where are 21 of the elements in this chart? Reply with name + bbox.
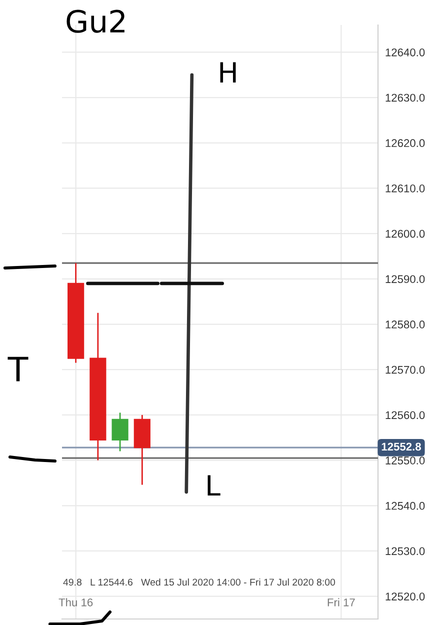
y-tick-label: 12540.0 — [386, 502, 425, 510]
y-tick-label: 12630.0 — [386, 94, 425, 102]
chart-title: Gu2 — [66, 10, 124, 33]
x-tick-label: Thu 16 — [58, 598, 93, 606]
y-tick-label: 12580.0 — [386, 320, 425, 328]
y-tick-label: 12550.0 — [386, 456, 425, 464]
y-tick-label: 12600.0 — [386, 230, 425, 238]
annotation: 49.8 L 12544.6 Wed 15 Jul 2020 14:00 - Fri 17 Jul 2020 8:00 — [63, 578, 336, 586]
y-tick-label: 12530.0 — [386, 547, 425, 556]
y-tick-label: 12620.0 — [386, 139, 425, 148]
y-tick-label: 12570.0 — [386, 366, 425, 374]
text: T — [8, 356, 28, 382]
y-tick-label: 12640.0 — [386, 48, 425, 56]
annotation: L — [208, 475, 220, 496]
y-tick-label: 12560.0 — [386, 411, 425, 420]
annotation: H — [220, 62, 236, 83]
y-tick-label: 12610.0 — [386, 184, 425, 192]
x-tick-label: Fri 17 — [328, 598, 355, 606]
y-tick-label: 12520.0 — [386, 592, 425, 600]
y-tick-label: 12590.0 — [386, 275, 425, 284]
ref-line-label: 12552.8 — [382, 442, 421, 451]
